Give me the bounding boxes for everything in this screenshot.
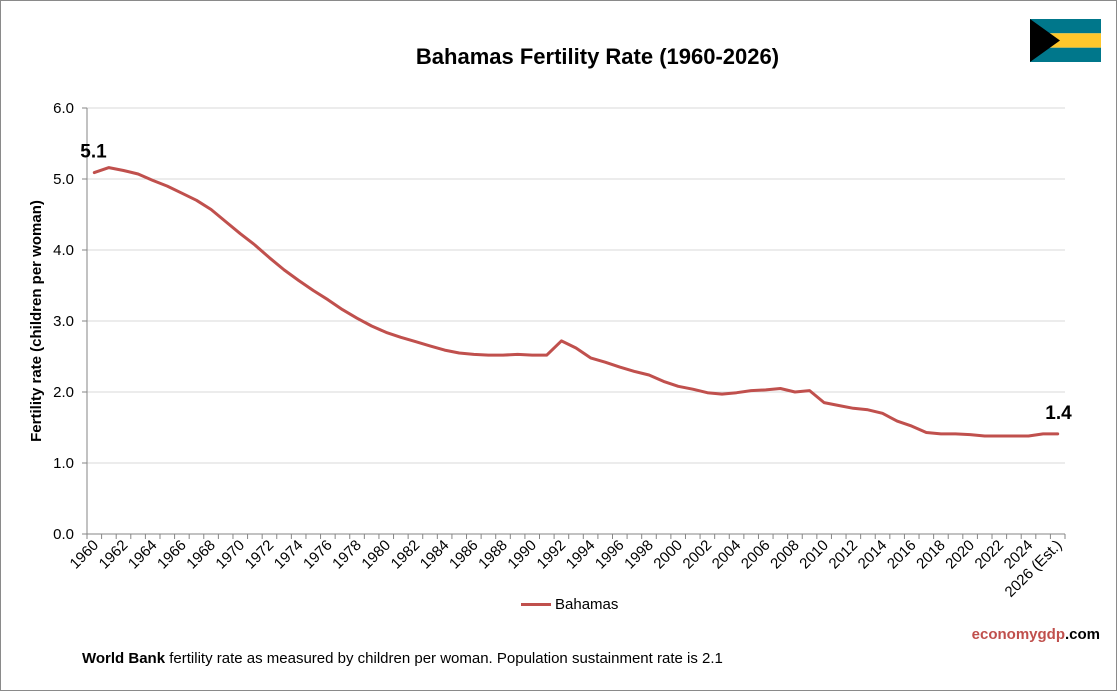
x-tick-label: 1994 bbox=[563, 537, 599, 573]
x-tick-label: 1972 bbox=[242, 537, 278, 573]
x-tick-label: 1996 bbox=[592, 537, 628, 573]
x-tick-label: 2012 bbox=[826, 537, 862, 573]
x-tick-label: 1988 bbox=[475, 537, 511, 573]
x-tick-label: 1980 bbox=[358, 537, 394, 573]
x-tick-label: 2008 bbox=[767, 537, 803, 573]
x-tick-label: 1992 bbox=[534, 537, 570, 573]
y-tick-label: 5.0 bbox=[53, 171, 74, 188]
x-tick-label: 1990 bbox=[504, 537, 540, 573]
x-tick-label: 1964 bbox=[125, 537, 161, 573]
x-tick-label: 1982 bbox=[388, 537, 424, 573]
data-label: 1.4 bbox=[1045, 403, 1072, 424]
x-tick-label: 2022 bbox=[972, 537, 1008, 573]
y-tick-label: 0.0 bbox=[53, 526, 74, 543]
x-tick-label: 1970 bbox=[212, 537, 248, 573]
x-tick-label: 2004 bbox=[709, 537, 745, 573]
series-layer bbox=[92, 166, 1060, 438]
chart-title: Bahamas Fertility Rate (1960-2026) bbox=[415, 44, 780, 69]
x-tick-label: 2018 bbox=[913, 537, 949, 573]
x-tick-label: 2014 bbox=[855, 537, 891, 573]
x-axis: 1960196219641966196819701972197419761978… bbox=[67, 533, 1066, 601]
legend-label-bahamas: Bahamas bbox=[555, 596, 619, 613]
footnote-text: fertility rate as measured by children p… bbox=[165, 650, 723, 667]
data-label: 5.1 bbox=[80, 142, 107, 163]
brand-part2: .com bbox=[1064, 626, 1100, 643]
x-tick-label: 2010 bbox=[796, 537, 832, 573]
y-tick-label: 1.0 bbox=[53, 455, 74, 472]
gridlines bbox=[87, 107, 1065, 464]
footnote: World Bank fertility rate as measured by… bbox=[82, 650, 723, 667]
x-tick-label: 2016 bbox=[884, 537, 920, 573]
x-tick-label: 1968 bbox=[183, 537, 219, 573]
y-tick-label: 4.0 bbox=[53, 242, 74, 259]
y-tick-label: 3.0 bbox=[53, 313, 74, 330]
x-tick-label: 2002 bbox=[680, 537, 716, 573]
flag-top-stripe bbox=[1030, 19, 1101, 34]
x-tick-label: 1986 bbox=[446, 537, 482, 573]
footnote-source: World Bank bbox=[82, 650, 166, 667]
brand-part1: economygdp bbox=[971, 626, 1065, 643]
x-tick-label: 1984 bbox=[417, 537, 453, 573]
y-tick-label: 2.0 bbox=[53, 384, 74, 401]
x-tick-label: 1998 bbox=[621, 537, 657, 573]
brand-watermark: economygdp.com bbox=[972, 626, 1100, 643]
series-line-bahamas bbox=[92, 166, 1060, 438]
bahamas-flag-icon bbox=[1030, 19, 1101, 62]
flag-bottom-stripe bbox=[1030, 47, 1101, 62]
x-tick-label: 2006 bbox=[738, 537, 774, 573]
flag-triangle bbox=[1030, 19, 1060, 62]
x-tick-label: 1962 bbox=[96, 537, 132, 573]
legend: Bahamas bbox=[521, 596, 618, 613]
x-tick-label: 2000 bbox=[650, 537, 686, 573]
x-tick-label: 1966 bbox=[154, 537, 190, 573]
x-tick-label: 1974 bbox=[271, 537, 307, 573]
y-tick-label: 6.0 bbox=[53, 100, 74, 117]
y-axis: 0.0 1.0 2.0 3.0 4.0 5.0 6.0 bbox=[53, 100, 88, 543]
y-axis-label: Fertility rate (children per woman) bbox=[28, 200, 45, 442]
legend-swatch-bahamas bbox=[521, 603, 551, 606]
x-tick-label: 1976 bbox=[300, 537, 336, 573]
annotations: 5.1 1.4 bbox=[80, 142, 1072, 424]
x-tick-label: 2020 bbox=[942, 537, 978, 573]
x-tick-label: 1978 bbox=[329, 537, 365, 573]
